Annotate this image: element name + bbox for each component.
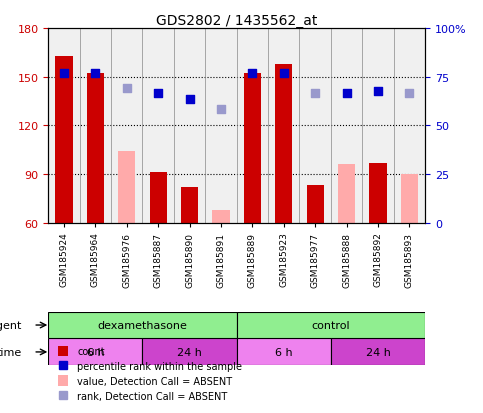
Text: 24 h: 24 h [177,347,202,357]
Bar [58,346,68,356]
Bar [275,64,292,223]
Bar [401,174,418,223]
Bar [48,29,80,223]
Bar [213,210,229,223]
Bar [237,29,268,223]
Bar [174,29,205,223]
Bar [56,57,72,223]
Bar [142,339,237,366]
Text: count: count [77,346,105,356]
Bar [150,173,167,223]
Text: control: control [312,320,350,330]
Bar [142,29,174,223]
Bar [307,186,324,223]
Bar [331,339,425,366]
Text: 24 h: 24 h [366,347,390,357]
Text: time: time [0,347,22,357]
Title: GDS2802 / 1435562_at: GDS2802 / 1435562_at [156,14,317,28]
Bar [111,29,142,223]
Bar [48,312,237,339]
Point [155,90,162,97]
Text: agent: agent [0,320,22,330]
Bar [48,339,142,366]
Point [280,71,288,78]
Bar [80,29,111,223]
Bar [58,375,68,386]
Bar [338,165,355,223]
Point [374,89,382,95]
Bar [237,339,331,366]
Point [217,107,225,113]
Text: percentile rank within the sample: percentile rank within the sample [77,361,242,371]
Point [249,71,256,78]
Text: dexamethasone: dexamethasone [98,320,187,330]
Bar [394,29,425,223]
Text: 6 h: 6 h [275,347,293,357]
Bar [237,312,425,339]
Point [312,90,319,97]
Point [92,71,99,78]
Bar [369,163,386,223]
Bar [244,74,261,223]
Text: 6 h: 6 h [86,347,104,357]
Point [123,85,130,92]
Bar [181,188,198,223]
Bar [331,29,362,223]
Text: value, Detection Call = ABSENT: value, Detection Call = ABSENT [77,376,232,386]
Bar [87,74,104,223]
Point [186,97,194,103]
Bar [299,29,331,223]
Point [406,90,413,97]
Text: rank, Detection Call = ABSENT: rank, Detection Call = ABSENT [77,391,227,401]
Bar [205,29,237,223]
Point [343,90,351,97]
Point [60,71,68,78]
Bar [268,29,299,223]
Bar [362,29,394,223]
Bar [118,152,135,223]
